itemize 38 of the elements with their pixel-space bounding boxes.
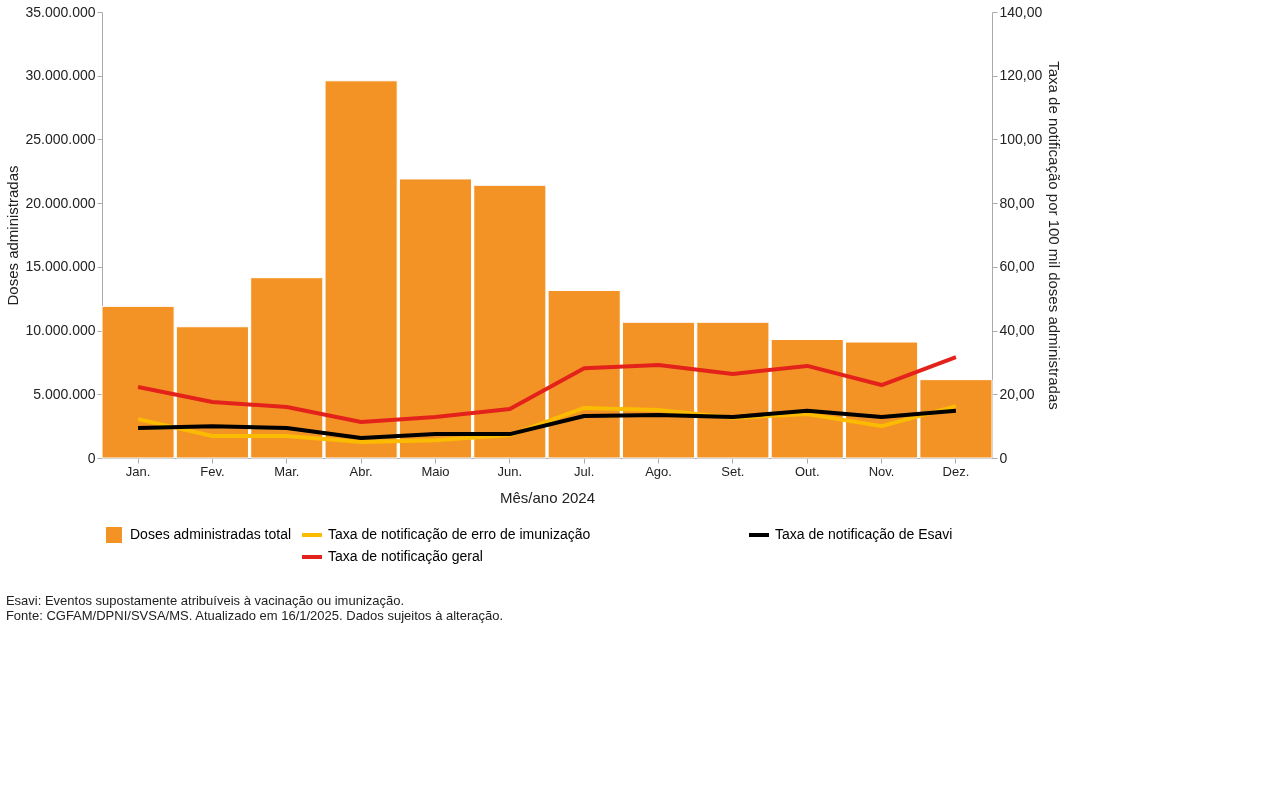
x-tick-label: Fev.	[200, 463, 225, 479]
legend-label: Doses administradas total	[130, 526, 292, 542]
legend-label: Taxa de notificação geral	[328, 548, 483, 564]
legend-label: Taxa de notificação de Esavi	[775, 526, 953, 542]
x-tick-label: Ago.	[645, 463, 672, 479]
legend-label: Taxa de notificação de erro de imunização	[328, 526, 591, 542]
y2-tick-label: 140,00	[999, 3, 1043, 20]
text: Esavi: Eventos supostamente atribuíveis à vacinação ou imunização.	[5, 593, 405, 608]
x-tick-label: Out.	[794, 463, 820, 479]
y2-tick-label: 0	[999, 449, 1008, 466]
y2-tick-label: 60,00	[999, 258, 1035, 275]
y-tick-label: 15.000.000	[25, 258, 96, 275]
y-tick-label: 0	[87, 449, 96, 466]
y2-tick-label: 20,00	[999, 385, 1035, 402]
x-tick-label: Set.	[721, 463, 745, 479]
y2-tick-label: 80,00	[999, 194, 1035, 211]
x-tick-label: Jan.	[125, 463, 151, 479]
x-tick-label: Nov.	[868, 463, 895, 479]
x-tick-label: Abr.	[349, 463, 373, 479]
y-tick-label: 25.000.000	[25, 130, 96, 147]
x-tick-label: Jul.	[574, 463, 595, 479]
y2-tick-label: 100,00	[999, 130, 1043, 147]
y2-tick-label: 40,00	[999, 322, 1035, 339]
x-tick-label: Jun.	[497, 463, 523, 479]
y-tick-label: 35.000.000	[25, 3, 96, 20]
x-tick-label: Mar.	[274, 463, 300, 479]
y-axis-title: Doses administradas	[4, 165, 22, 306]
x-axis-title: Mês/ano 2024	[499, 488, 596, 506]
y-tick-label: 20.000.000	[25, 194, 96, 211]
line-series	[136, 355, 958, 424]
y-tick-label: 5.000.000	[33, 385, 96, 402]
y-tick-label: 30.000.000	[25, 67, 96, 84]
source-note: Fonte: CGFAM/DPNI/SVSA/MS. Atualizado em 16/1/2025. Dados sujeitos à alteração.	[5, 608, 504, 623]
y2-axis-title: Taxa de notificação por 100 mil doses administradas	[1046, 61, 1064, 410]
x-tick-label: Maio	[421, 463, 450, 479]
y2-tick-label: 120,00	[999, 67, 1043, 84]
y-tick-label: 10.000.000	[25, 322, 96, 339]
x-tick-label: Dez.	[942, 463, 970, 479]
